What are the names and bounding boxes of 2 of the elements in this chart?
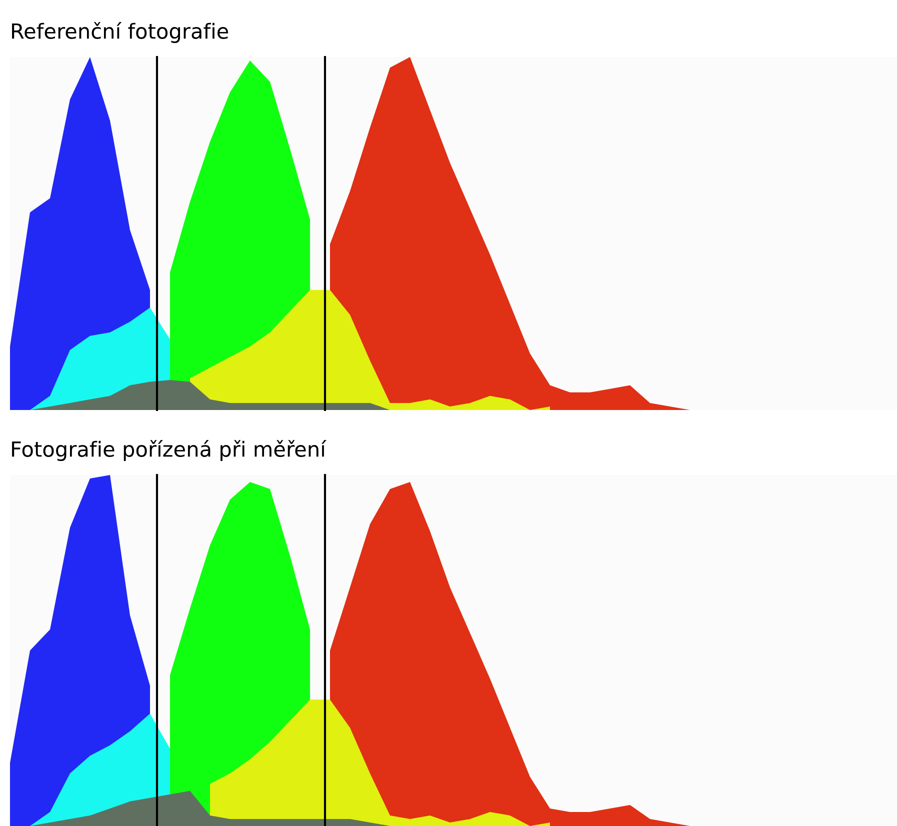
chart-title: Fotografie pořízená při měření bbox=[12, 440, 326, 461]
chart-title: Referenční fotografie bbox=[12, 22, 228, 43]
